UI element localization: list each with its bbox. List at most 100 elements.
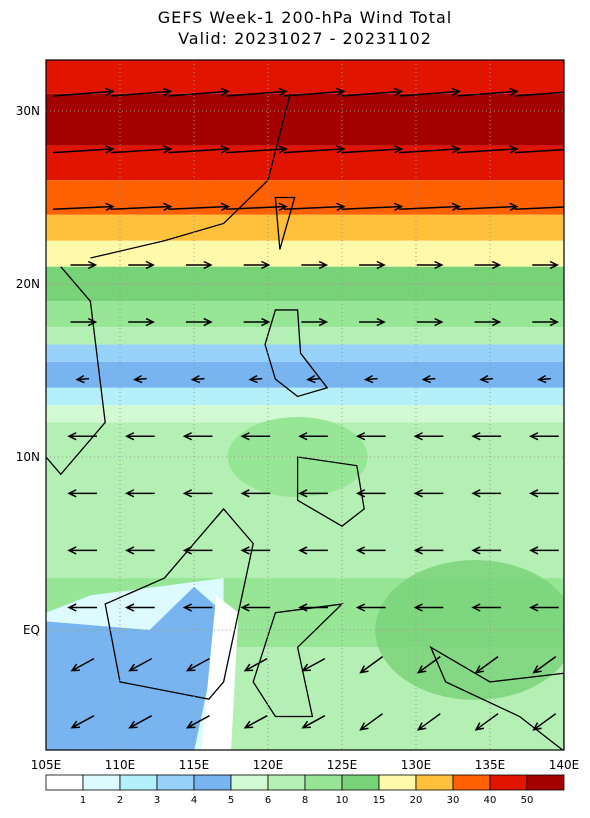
wind-arrow [243, 715, 268, 729]
lon-label: 125E [327, 758, 358, 772]
colorbar-box [489, 774, 528, 791]
wind-arrow [185, 715, 210, 729]
colorbar-box [193, 774, 232, 791]
wind-arrow [514, 91, 564, 97]
colorbar-box [304, 774, 343, 791]
wind-arrow [471, 432, 502, 441]
wind-arrow [359, 713, 384, 731]
wind-arrow [399, 87, 462, 97]
wind-arrow [457, 202, 519, 211]
colorbar-label: 2 [117, 795, 123, 806]
wind-arrow [341, 87, 404, 97]
shading-band [46, 301, 564, 328]
colorbar-box [341, 774, 380, 791]
wind-arrow [124, 489, 155, 498]
wind-arrow [185, 657, 210, 672]
wind-arrow [529, 546, 559, 555]
colorbar-box [415, 774, 454, 791]
wind-arrow [471, 546, 502, 555]
wind-arrow [363, 374, 378, 384]
wind-arrow [110, 202, 173, 211]
lon-label: 140E [549, 758, 580, 772]
wind-arrow [359, 317, 386, 327]
wind-arrow [52, 145, 115, 154]
shading-band [46, 266, 564, 302]
coastline [104, 507, 254, 700]
colorbar-box [156, 774, 195, 791]
wind-arrow [471, 603, 502, 612]
colorbar-label: 8 [302, 795, 308, 806]
coastline [429, 645, 564, 750]
wind-arrow [416, 655, 441, 674]
wind-arrow [243, 260, 271, 270]
wind-arrow [182, 489, 213, 498]
wind-arrow [355, 603, 386, 612]
colorbar-label: 1 [80, 795, 86, 806]
wind-arrow [413, 603, 444, 612]
coastline [296, 456, 365, 527]
wind-arrow [359, 260, 386, 270]
wind-arrow [306, 374, 320, 384]
shading-band [46, 344, 564, 362]
lat-label: 20N [16, 277, 40, 291]
wind-arrow [474, 260, 502, 270]
wind-arrow [421, 374, 436, 384]
shading-band [46, 93, 564, 146]
wind-arrow [471, 489, 502, 498]
shading-band [46, 214, 564, 241]
wind-arrow [226, 202, 288, 211]
lat-label: 10N [16, 450, 40, 464]
wind-arrow [355, 489, 386, 498]
colorbar-label: 4 [191, 795, 197, 806]
wind-arrow [240, 489, 271, 498]
wind-arrow [298, 546, 328, 555]
wind-arrow [182, 603, 213, 612]
wind-arrow [110, 87, 173, 97]
wind-arrow [243, 317, 271, 327]
title: GEFS Week-1 200-hPa Wind Total [158, 8, 452, 27]
colorbar-box [267, 774, 306, 791]
wind-arrow [479, 374, 494, 384]
wind-arrow [248, 374, 263, 384]
wind-arrow [413, 546, 444, 555]
wind-arrow [514, 206, 564, 210]
wind-arrow [529, 489, 559, 498]
wind-arrow [182, 432, 213, 441]
wind-arrow [243, 657, 268, 672]
wind-arrow [283, 202, 346, 211]
wind-arrow [190, 374, 205, 384]
wind-arrow [474, 317, 502, 327]
wind-arrow [301, 260, 329, 270]
lon-label: 105E [31, 758, 62, 772]
shading-band [46, 327, 564, 345]
map-area [46, 60, 564, 750]
wind-arrow [128, 715, 153, 729]
wind-arrow [413, 432, 444, 441]
colorbar-label: 5 [228, 795, 234, 806]
wind-arrow [70, 317, 98, 327]
lat-label: EQ [23, 623, 40, 637]
coastline [274, 196, 296, 250]
wind-arrow [298, 489, 328, 498]
wind-arrow [301, 715, 326, 729]
colorbar-label: 20 [410, 795, 423, 806]
shading-band [46, 361, 564, 388]
wind-arrow [474, 655, 499, 674]
wind-arrow [128, 317, 155, 327]
wind-arrow [168, 87, 231, 97]
wind-arrow [226, 145, 288, 154]
shading-band [46, 387, 564, 406]
wind-arrow [226, 87, 288, 97]
colorbar-label: 10 [336, 795, 349, 806]
wind-arrow [70, 260, 98, 270]
wind-arrow [52, 202, 115, 211]
wind-arrow [70, 715, 95, 729]
wind-arrow [128, 657, 153, 672]
subtitle: Valid: 20231027 - 20231102 [178, 29, 432, 48]
lat-label: 30N [16, 104, 40, 118]
wind-arrow [529, 432, 559, 441]
wind-arrow [355, 546, 386, 555]
lon-label: 120E [253, 758, 284, 772]
wind-arrow [456, 87, 519, 97]
